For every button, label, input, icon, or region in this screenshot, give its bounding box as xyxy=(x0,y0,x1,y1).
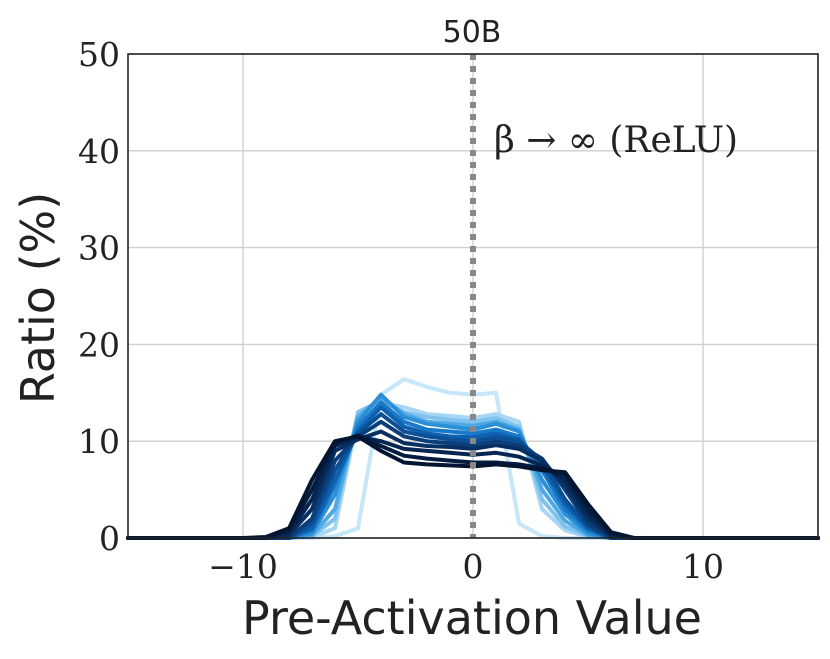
y-axis-title: Ratio (%) xyxy=(11,192,65,404)
y-tick-label: 50 xyxy=(78,35,120,74)
plot-frame xyxy=(127,53,819,539)
y-tick-label: 0 xyxy=(99,519,120,558)
series-line-9 xyxy=(126,419,820,540)
x-tick-labels: −10 0 10 xyxy=(208,547,724,586)
annotation-label: β → ∞ (ReLU) xyxy=(494,120,738,161)
x-tick-label: 10 xyxy=(682,547,724,586)
y-tick-label: 30 xyxy=(78,229,120,268)
x-axis-title: Pre-Activation Value xyxy=(242,591,702,645)
series-line-13 xyxy=(126,434,820,540)
y-tick-labels: 0 10 20 30 40 50 xyxy=(78,35,120,558)
y-tick-label: 40 xyxy=(78,132,120,171)
y-tick-label: 10 xyxy=(78,422,120,461)
y-tick-label: 20 xyxy=(78,325,120,364)
x-tick-label: 0 xyxy=(463,547,484,586)
x-tick-label: −10 xyxy=(208,547,278,586)
chart-title: 50B xyxy=(443,15,502,50)
